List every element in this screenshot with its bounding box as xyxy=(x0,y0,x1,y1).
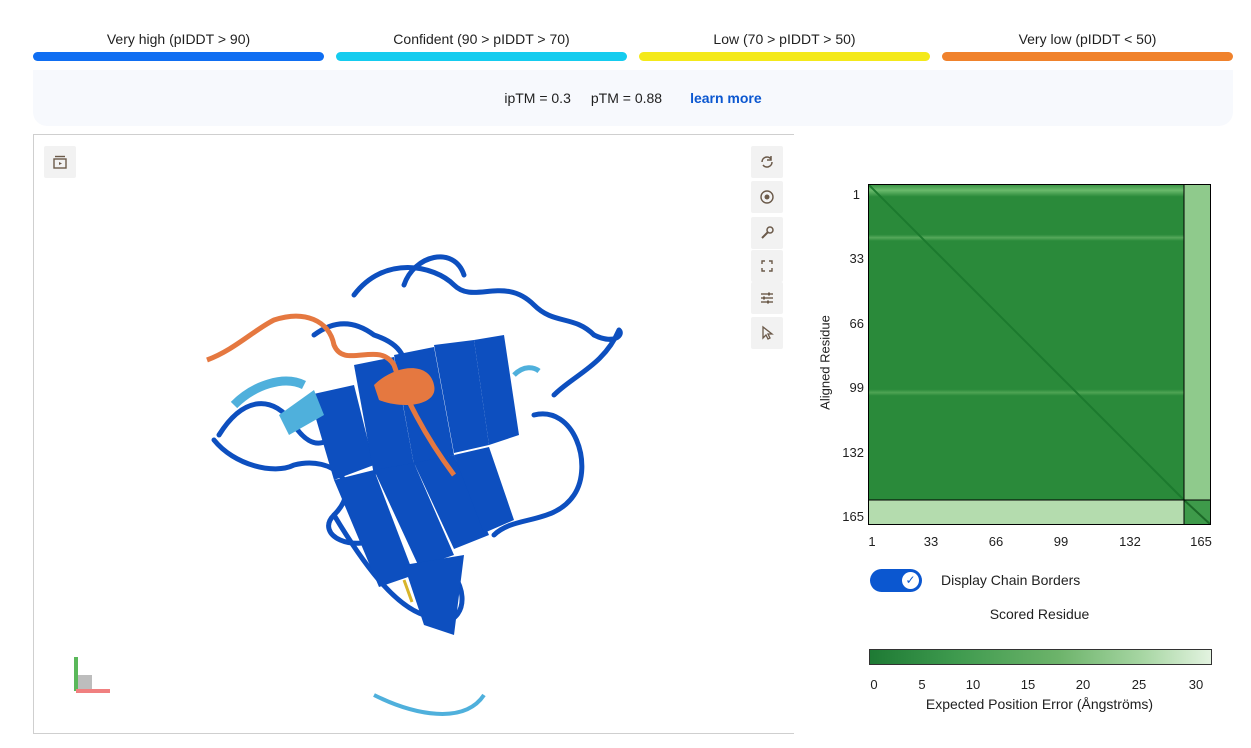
colorbar-tick: 5 xyxy=(918,677,926,692)
colorbar-tick: 20 xyxy=(1075,677,1091,692)
confidence-metrics: ipTM = 0.3 pTM = 0.88 learn more xyxy=(33,70,1233,126)
colorbar-tick: 0 xyxy=(870,677,878,692)
y-tick: 99 xyxy=(849,380,864,395)
colorbar-tick: 15 xyxy=(1020,677,1036,692)
legend-bar-low xyxy=(639,52,930,61)
colorbar-tick: 10 xyxy=(965,677,981,692)
pae-heatmap[interactable] xyxy=(868,184,1211,525)
protein-structure-render xyxy=(74,254,623,716)
x-tick: 66 xyxy=(988,534,1004,549)
colorbar-tick: 30 xyxy=(1188,677,1204,692)
x-tick: 33 xyxy=(923,534,939,549)
iptm-value: ipTM = 0.3 xyxy=(504,90,571,106)
x-tick: 132 xyxy=(1119,534,1141,549)
camera-icon[interactable] xyxy=(751,181,783,213)
x-tick: 165 xyxy=(1190,534,1212,549)
screenshot-icon[interactable] xyxy=(44,146,76,178)
y-tick: 33 xyxy=(849,251,864,266)
toggle-label: Display Chain Borders xyxy=(941,572,1081,588)
colorbar-label: Expected Position Error (Ångströms) xyxy=(925,696,1154,712)
wrench-icon[interactable] xyxy=(751,217,783,249)
legend-bar-very-high xyxy=(33,52,324,61)
chain-borders-toggle[interactable]: ✓ xyxy=(870,569,922,592)
y-tick: 165 xyxy=(842,509,864,524)
cursor-icon[interactable] xyxy=(751,317,783,349)
pae-colorbar xyxy=(869,649,1212,665)
x-tick: 99 xyxy=(1053,534,1069,549)
legend-bar-confident xyxy=(336,52,627,61)
fullscreen-icon[interactable] xyxy=(751,250,783,282)
legend-very-high: Very high (pIDDT > 90) xyxy=(33,30,324,61)
legend-label: Low (70 > pIDDT > 50) xyxy=(713,31,856,47)
y-tick: 1 xyxy=(852,187,860,202)
y-tick: 132 xyxy=(842,445,864,460)
x-tick: 1 xyxy=(868,534,876,549)
legend-bar-very-low xyxy=(942,52,1233,61)
legend-label: Confident (90 > pIDDT > 70) xyxy=(393,31,570,47)
refresh-icon[interactable] xyxy=(751,146,783,178)
x-axis-label: Scored Residue xyxy=(989,606,1090,622)
plddt-legend: Very high (pIDDT > 90) Confident (90 > p… xyxy=(33,30,1233,64)
colorbar-tick: 25 xyxy=(1131,677,1147,692)
check-icon: ✓ xyxy=(902,572,919,589)
y-tick: 66 xyxy=(849,316,864,331)
ptm-value: pTM = 0.88 xyxy=(590,90,663,106)
sliders-icon[interactable] xyxy=(751,282,783,314)
legend-label: Very high (pIDDT > 90) xyxy=(106,31,251,47)
legend-low: Low (70 > pIDDT > 50) xyxy=(639,30,930,61)
learn-more-link[interactable]: learn more xyxy=(690,90,762,106)
legend-label: Very low (pIDDT < 50) xyxy=(1018,31,1157,47)
legend-confident: Confident (90 > pIDDT > 70) xyxy=(336,30,627,61)
legend-very-low: Very low (pIDDT < 50) xyxy=(942,30,1233,61)
structure-viewer[interactable] xyxy=(33,134,794,734)
